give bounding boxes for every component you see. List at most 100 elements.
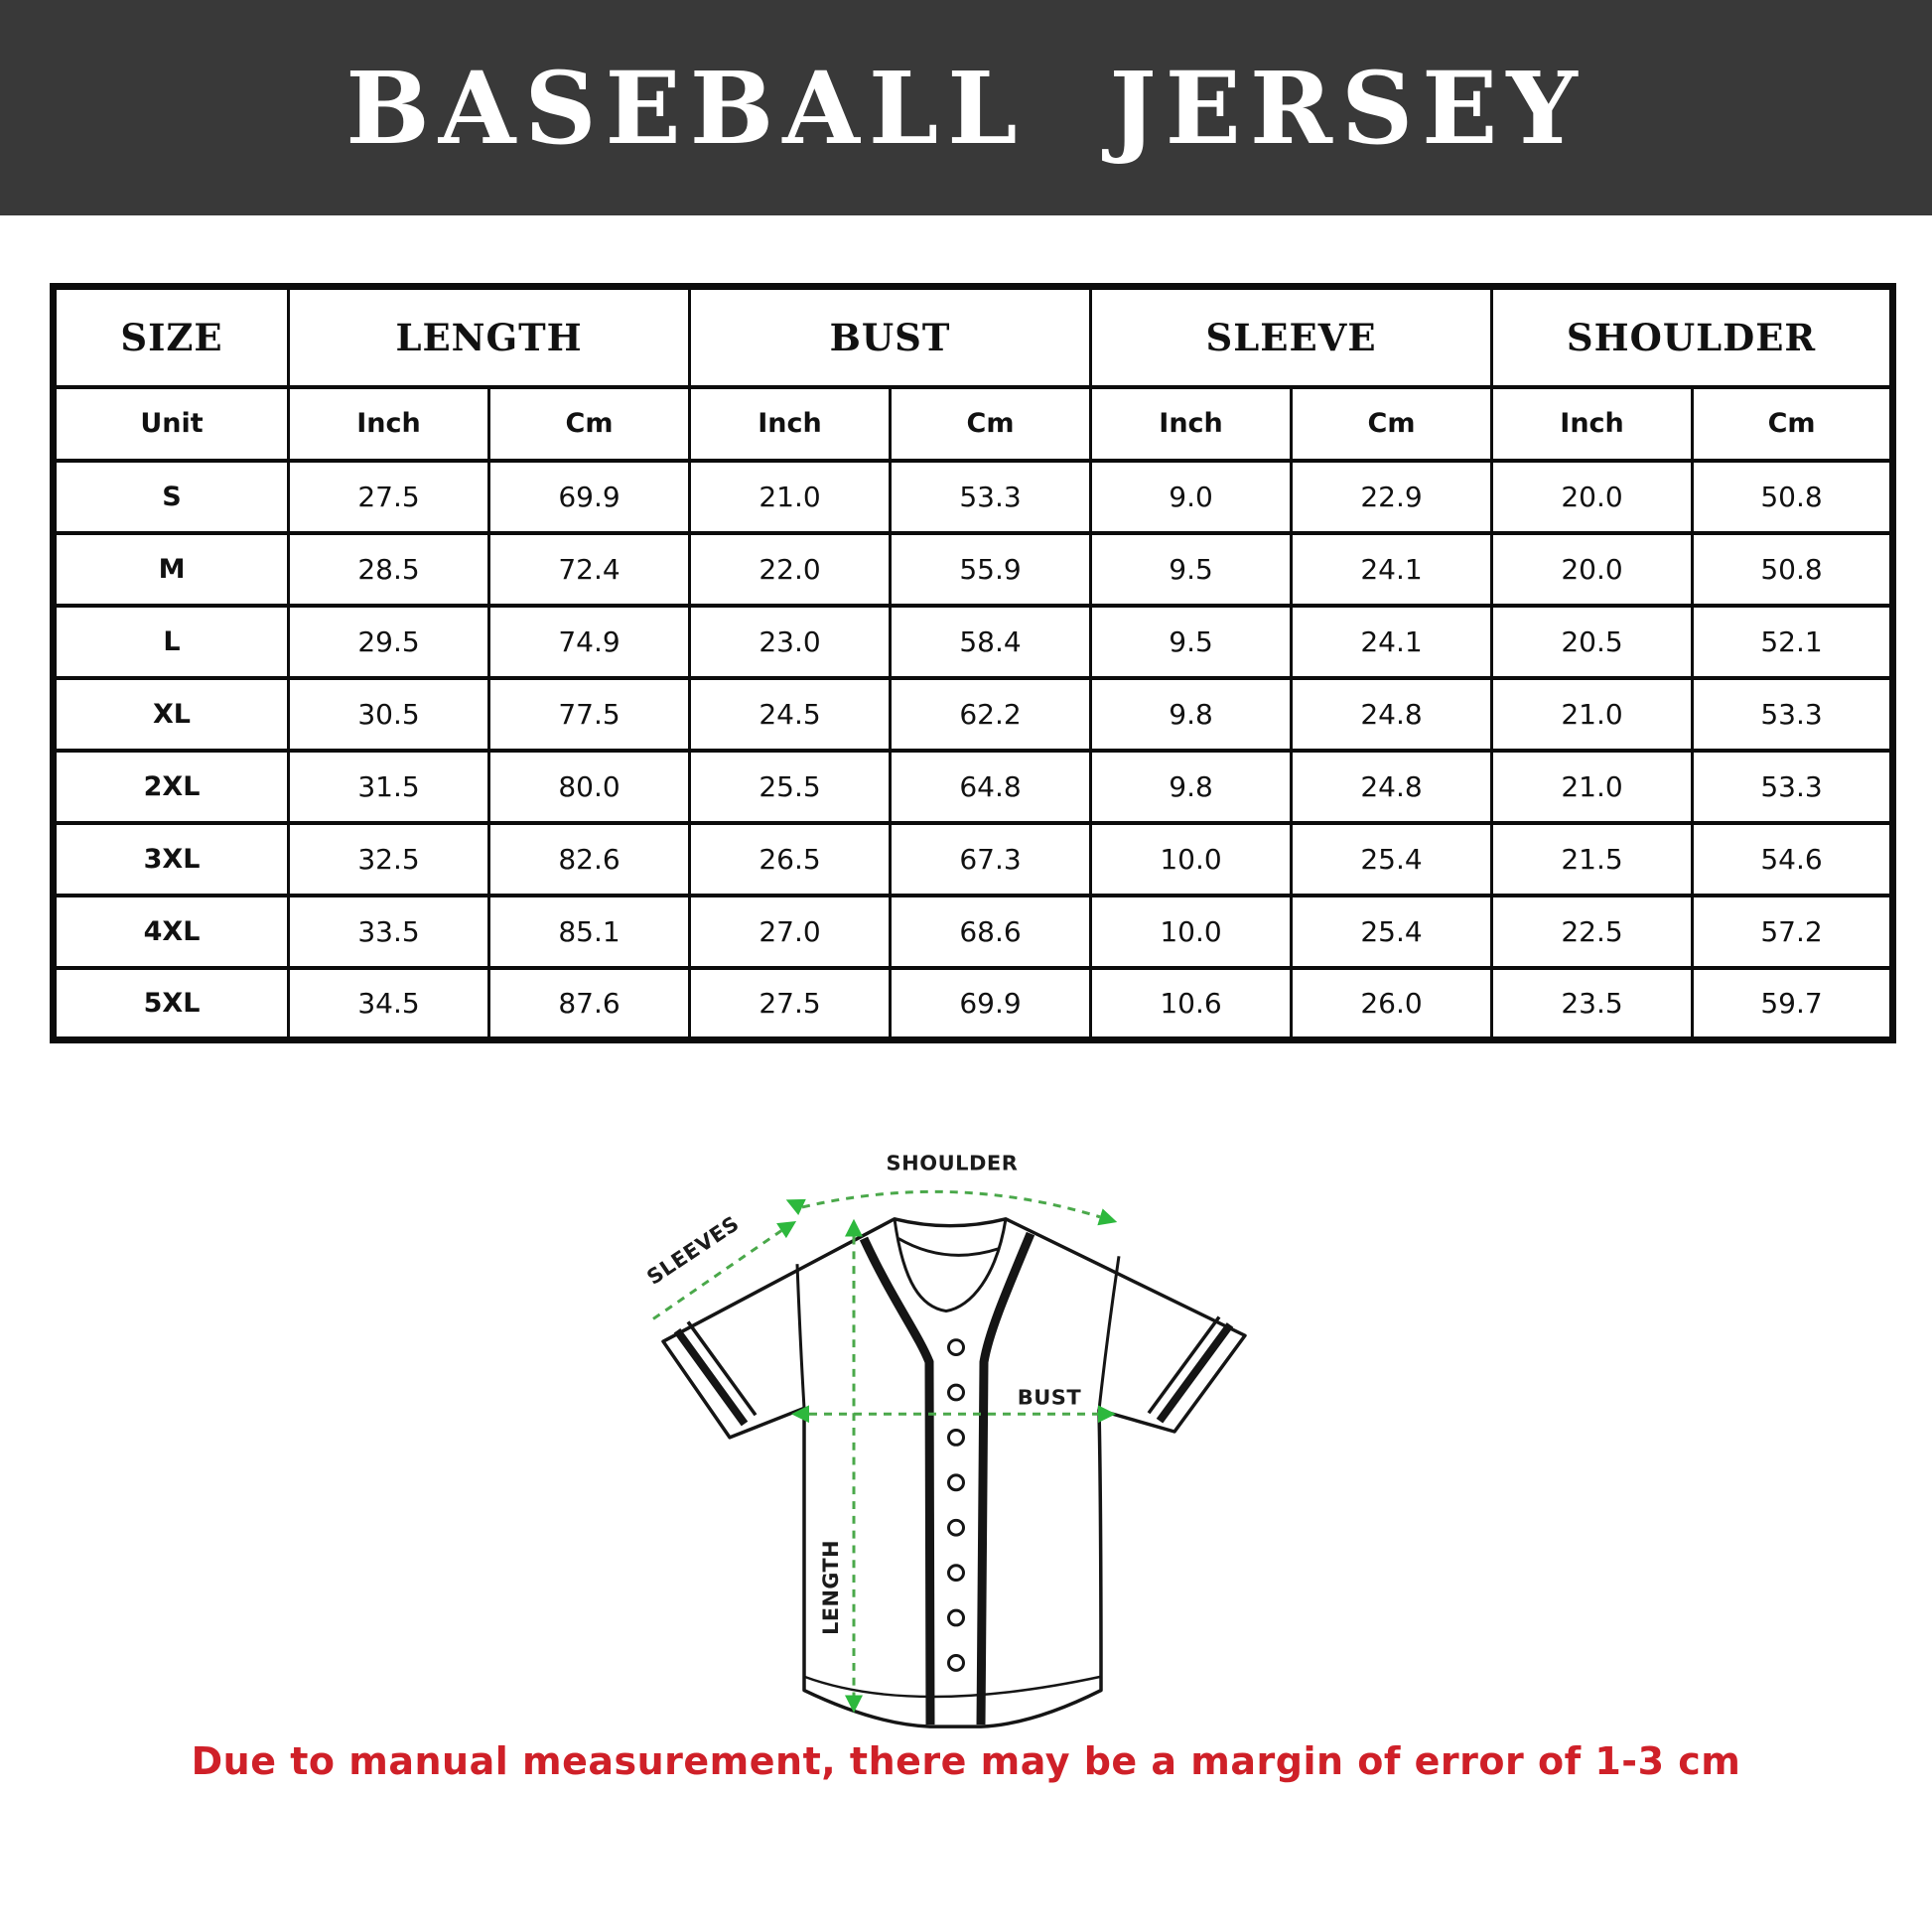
measure-arrows — [776, 1198, 1118, 1714]
value-cell: 21.5 — [1490, 820, 1695, 897]
unit-header-cell: Inch — [287, 384, 490, 463]
unit-header-cell: Cm — [1691, 384, 1895, 463]
value-cell: 74.9 — [486, 603, 692, 680]
value-cell: 20.0 — [1490, 458, 1695, 535]
size-chart-table: SIZE LENGTH BUST SLEEVE SHOULDER Unit Inch Cm In… — [50, 283, 1897, 1043]
value-cell: 55.9 — [889, 530, 1093, 608]
value-cell: 24.1 — [1290, 530, 1494, 608]
jersey-button — [947, 1564, 965, 1583]
value-cell: 53.3 — [1691, 675, 1895, 753]
jersey-button — [947, 1473, 965, 1492]
value-cell: 28.5 — [287, 530, 490, 608]
column-group-header: LENGTH — [286, 284, 692, 389]
value-cell: 50.8 — [1691, 530, 1895, 608]
jersey-placket-band — [976, 1231, 1035, 1725]
column-group-header: SIZE — [52, 284, 290, 389]
value-cell: 34.5 — [287, 965, 490, 1042]
page-title: BASEBALL JERSEY — [345, 49, 1587, 167]
jersey-button — [947, 1654, 965, 1672]
value-cell: 25.5 — [688, 748, 893, 825]
jersey-neckline — [893, 1218, 1008, 1313]
value-cell: 10.6 — [1089, 965, 1294, 1042]
table-row: L 29.5 74.9 23.0 58.4 9.5 24.1 20.5 52.1 — [52, 603, 1895, 680]
sleeve-stripe — [686, 1320, 758, 1417]
value-cell: 72.4 — [486, 530, 692, 608]
unit-header-cell: Cm — [486, 384, 692, 463]
value-cell: 62.2 — [889, 675, 1093, 753]
unit-header-cell: Inch — [1089, 384, 1294, 463]
value-cell: 21.0 — [1490, 675, 1695, 753]
value-cell: 21.0 — [688, 458, 893, 535]
size-chart-body: SIZE LENGTH BUST SLEEVE SHOULDER Unit Inch Cm In… — [52, 284, 1895, 1042]
value-cell: 10.0 — [1089, 893, 1294, 970]
unit-header-row: Unit Inch Cm Inch Cm Inch Cm Inch Cm — [52, 384, 1895, 463]
shoulder-label: SHOULDER — [887, 1152, 1019, 1175]
column-group-header: SHOULDER — [1490, 284, 1895, 389]
value-cell: 22.5 — [1490, 893, 1695, 970]
value-cell: 77.5 — [486, 675, 692, 753]
value-cell: 57.2 — [1691, 893, 1895, 970]
table-header-row: SIZE LENGTH BUST SLEEVE SHOULDER — [52, 284, 1895, 389]
table-row: M 28.5 72.4 22.0 55.9 9.5 24.1 20.0 50.8 — [52, 530, 1895, 608]
value-cell: 64.8 — [889, 748, 1093, 825]
value-cell: 22.0 — [688, 530, 893, 608]
value-cell: 24.1 — [1290, 603, 1494, 680]
value-cell: 85.1 — [486, 893, 692, 970]
jersey-button — [947, 1429, 965, 1447]
value-cell: 25.4 — [1290, 893, 1494, 970]
shoulder-measure-line — [801, 1189, 1101, 1219]
table-row: 3XL 32.5 82.6 26.5 67.3 10.0 25.4 21.5 54.6 — [52, 820, 1895, 897]
measure-arrow — [776, 1220, 797, 1239]
unit-header-cell: Inch — [688, 384, 893, 463]
column-group-header: SLEEVE — [1089, 284, 1494, 389]
size-cell: L — [52, 603, 290, 680]
measure-arrow — [1098, 1405, 1116, 1424]
measure-arrow — [791, 1405, 809, 1424]
jersey-buttons — [947, 1338, 965, 1672]
value-cell: 54.6 — [1691, 820, 1895, 897]
size-cell: S — [52, 458, 290, 535]
table-row: XL 30.5 77.5 24.5 62.2 9.8 24.8 21.0 53.3 — [52, 675, 1895, 753]
title-banner: BASEBALL JERSEY — [0, 0, 1932, 215]
value-cell: 30.5 — [287, 675, 490, 753]
value-cell: 23.5 — [1490, 965, 1695, 1042]
table-row: 2XL 31.5 80.0 25.5 64.8 9.8 24.8 21.0 53.3 — [52, 748, 1895, 825]
value-cell: 29.5 — [287, 603, 490, 680]
value-cell: 20.5 — [1490, 603, 1695, 680]
measure-arrow — [845, 1218, 863, 1237]
value-cell: 58.4 — [889, 603, 1093, 680]
value-cell: 22.9 — [1290, 458, 1494, 535]
value-cell: 9.0 — [1089, 458, 1294, 535]
value-cell: 26.5 — [688, 820, 893, 897]
size-cell: 2XL — [52, 748, 290, 825]
sleeves-measure-line — [652, 1229, 782, 1320]
unit-header-cell: Cm — [1290, 384, 1494, 463]
value-cell: 9.5 — [1089, 603, 1294, 680]
measure-arrow — [845, 1695, 863, 1714]
value-cell: 50.8 — [1691, 458, 1895, 535]
value-cell: 26.0 — [1290, 965, 1494, 1042]
value-cell: 31.5 — [287, 748, 490, 825]
jersey-outline — [661, 1217, 1247, 1728]
value-cell: 53.3 — [889, 458, 1093, 535]
measure-arrow — [785, 1198, 806, 1215]
value-cell: 21.0 — [1490, 748, 1695, 825]
value-cell: 24.5 — [688, 675, 893, 753]
jersey-button — [947, 1383, 965, 1402]
size-cell: XL — [52, 675, 290, 753]
value-cell: 33.5 — [287, 893, 490, 970]
jersey-seam — [795, 1264, 806, 1409]
value-cell: 32.5 — [287, 820, 490, 897]
jersey-placket-band — [859, 1236, 935, 1725]
sleeves-label: SLEEVES — [642, 1211, 744, 1289]
jersey-seam — [1097, 1256, 1121, 1411]
value-cell: 23.0 — [688, 603, 893, 680]
value-cell: 59.7 — [1691, 965, 1895, 1042]
size-cell: M — [52, 530, 290, 608]
size-cell: 5XL — [52, 965, 290, 1042]
unit-header-cell: Cm — [889, 384, 1093, 463]
value-cell: 53.3 — [1691, 748, 1895, 825]
value-cell: 82.6 — [486, 820, 692, 897]
table-row: 5XL 34.5 87.6 27.5 69.9 10.6 26.0 23.5 59.7 — [52, 965, 1895, 1042]
table-row: 4XL 33.5 85.1 27.0 68.6 10.0 25.4 22.5 57.2 — [52, 893, 1895, 970]
